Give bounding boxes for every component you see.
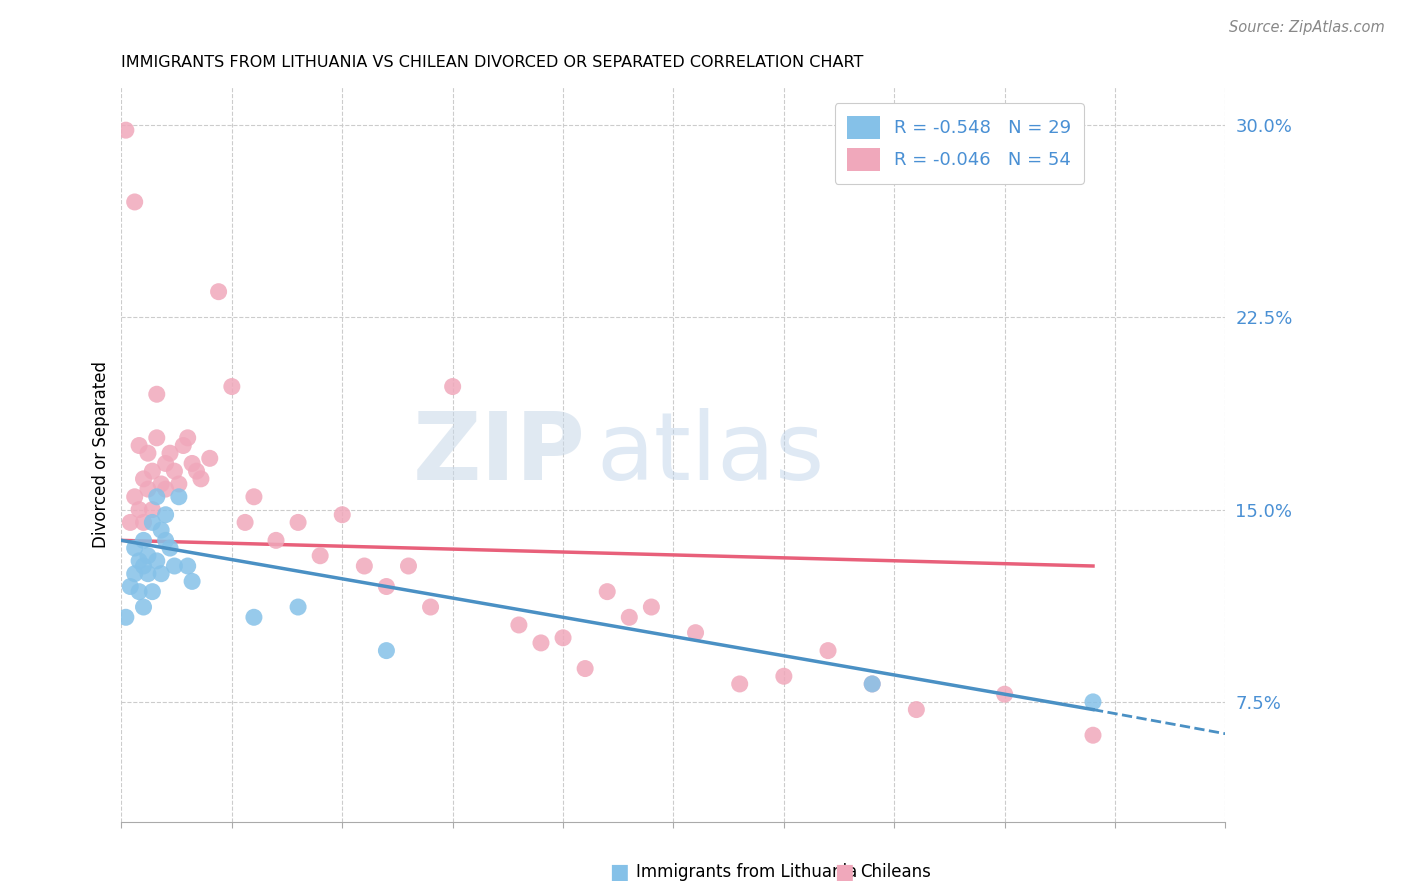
Point — [640, 600, 662, 615]
Point — [146, 554, 169, 568]
Point — [233, 516, 256, 530]
Point — [221, 379, 243, 393]
Point — [1081, 728, 1104, 742]
Point — [150, 477, 173, 491]
Text: ■: ■ — [609, 863, 628, 882]
Legend: R = -0.548   N = 29, R = -0.046   N = 54: R = -0.548 N = 29, R = -0.046 N = 54 — [835, 103, 1084, 184]
Point — [115, 610, 138, 624]
Point — [309, 549, 332, 563]
Point — [375, 643, 398, 657]
Point — [728, 677, 751, 691]
Point — [353, 559, 375, 574]
Text: IMMIGRANTS FROM LITHUANIA VS CHILEAN DIVORCED OR SEPARATED CORRELATION CHART: IMMIGRANTS FROM LITHUANIA VS CHILEAN DIV… — [121, 55, 863, 70]
Point — [419, 600, 441, 615]
Point — [176, 431, 198, 445]
Point — [120, 580, 142, 594]
Point — [128, 554, 150, 568]
Point — [141, 464, 163, 478]
Point — [1081, 695, 1104, 709]
Text: ZIP: ZIP — [412, 409, 585, 500]
Point — [136, 566, 159, 581]
Point — [141, 584, 163, 599]
Text: Chileans: Chileans — [860, 863, 931, 881]
Point — [146, 431, 169, 445]
Point — [375, 580, 398, 594]
Point — [124, 541, 146, 555]
Point — [163, 559, 186, 574]
Point — [132, 600, 155, 615]
Point — [508, 618, 530, 632]
Point — [596, 584, 619, 599]
Point — [186, 464, 208, 478]
Point — [574, 662, 596, 676]
Point — [773, 669, 796, 683]
Point — [330, 508, 353, 522]
Point — [150, 523, 173, 537]
Point — [155, 482, 177, 496]
Point — [150, 566, 173, 581]
Point — [167, 477, 190, 491]
Point — [163, 464, 186, 478]
Point — [860, 677, 883, 691]
Point — [530, 636, 553, 650]
Point — [441, 379, 464, 393]
Point — [198, 451, 221, 466]
Point — [264, 533, 287, 548]
Point — [132, 516, 155, 530]
Point — [398, 559, 420, 574]
Point — [860, 677, 883, 691]
Point — [120, 516, 142, 530]
Point — [136, 549, 159, 563]
Point — [141, 502, 163, 516]
Point — [167, 490, 190, 504]
Point — [181, 574, 204, 589]
Y-axis label: Divorced or Separated: Divorced or Separated — [93, 361, 110, 548]
Point — [155, 533, 177, 548]
Point — [619, 610, 641, 624]
Point — [159, 446, 181, 460]
Point — [181, 457, 204, 471]
Point — [132, 559, 155, 574]
Point — [207, 285, 229, 299]
Text: Source: ZipAtlas.com: Source: ZipAtlas.com — [1229, 20, 1385, 35]
Point — [146, 387, 169, 401]
Point — [128, 438, 150, 452]
Point — [124, 194, 146, 209]
Point — [115, 123, 138, 137]
Point — [685, 625, 707, 640]
Point — [136, 482, 159, 496]
Point — [136, 446, 159, 460]
Point — [132, 472, 155, 486]
Point — [124, 566, 146, 581]
Point — [146, 490, 169, 504]
Point — [551, 631, 574, 645]
Point — [172, 438, 194, 452]
Point — [132, 533, 155, 548]
Point — [190, 472, 212, 486]
Point — [905, 702, 928, 716]
Point — [155, 457, 177, 471]
Text: atlas: atlas — [596, 409, 824, 500]
Point — [287, 600, 309, 615]
Text: Immigrants from Lithuania: Immigrants from Lithuania — [636, 863, 856, 881]
Point — [124, 490, 146, 504]
Point — [287, 516, 309, 530]
Point — [994, 687, 1017, 701]
Point — [243, 490, 266, 504]
Point — [243, 610, 266, 624]
Point — [159, 541, 181, 555]
Point — [128, 584, 150, 599]
Point — [128, 502, 150, 516]
Point — [155, 508, 177, 522]
Text: ■: ■ — [834, 863, 853, 882]
Point — [176, 559, 198, 574]
Point — [141, 516, 163, 530]
Point — [817, 643, 839, 657]
